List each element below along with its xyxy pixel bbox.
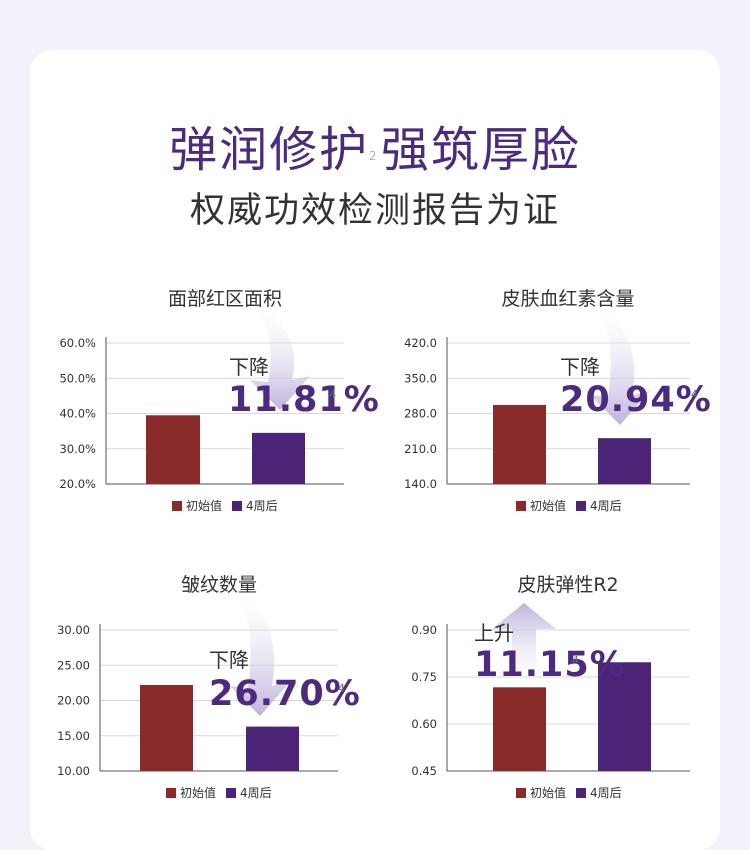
y-tick-label: 60.0% — [59, 336, 96, 350]
legend-swatch-after — [226, 788, 236, 798]
y-tick-label: 140.0 — [404, 477, 437, 491]
y-tick-label: 0.45 — [411, 764, 437, 778]
chart-title: 皮肤血红素含量 — [501, 288, 634, 310]
footnote-marker: 4 — [691, 388, 698, 401]
y-tick-label: 0.75 — [411, 670, 437, 684]
legend-swatch-after — [232, 501, 242, 511]
y-tick-label: 20.0% — [59, 477, 96, 491]
bar-after-4-weeks — [252, 432, 305, 484]
legend-label-after: 4周后 — [590, 786, 622, 800]
legend-label-initial: 初始值 — [186, 498, 222, 513]
y-tick-label: 280.0 — [404, 407, 437, 421]
y-tick-label: 420.0 — [404, 336, 437, 350]
change-direction-label: 下降 — [229, 355, 269, 379]
chart-title: 皱纹数量 — [181, 574, 257, 596]
y-tick-label: 210.0 — [404, 442, 437, 456]
headline-footnote: 2 — [369, 149, 377, 163]
change-percent: 11.81% — [228, 380, 380, 420]
y-tick-label: 25.00 — [57, 658, 90, 672]
legend-swatch-initial — [172, 501, 182, 511]
charts-area: 面部红区面积60.0%50.0%40.0%30.0%20.0%下降11.81%4… — [57, 288, 712, 800]
y-tick-label: 0.90 — [411, 623, 437, 637]
change-percent: 20.94% — [560, 380, 712, 420]
change-direction-label: 下降 — [560, 355, 600, 379]
chart-title: 面部红区面积 — [168, 288, 282, 310]
trend-arrow-down — [590, 300, 650, 425]
headline: 弹润修护2强筑厚脸 — [0, 118, 750, 182]
bar-after-4-weeks — [598, 438, 651, 484]
y-tick-label: 30.00 — [57, 623, 90, 637]
y-tick-label: 0.60 — [411, 717, 437, 731]
y-tick-label: 10.00 — [57, 764, 90, 778]
change-percent: 11.15% — [474, 645, 626, 685]
bar-initial — [140, 684, 193, 771]
headline-part1: 弹润修护 — [169, 122, 370, 178]
legend-label-after: 4周后 — [246, 499, 278, 513]
change-percent: 26.70% — [209, 674, 361, 714]
bar-initial — [146, 415, 200, 484]
y-tick-label: 350.0 — [404, 371, 437, 385]
change-direction-label: 下降 — [209, 648, 249, 672]
subheadline: 权威功效检测报告为证 — [189, 191, 560, 231]
trend-arrow-down — [230, 585, 290, 716]
trend-arrow-down — [250, 300, 310, 410]
legend-swatch-initial — [166, 788, 176, 798]
footnote-marker: 4 — [338, 682, 345, 695]
y-tick-label: 40.0% — [59, 407, 96, 421]
legend-swatch-after — [576, 788, 586, 798]
legend-label-initial: 初始值 — [180, 785, 216, 800]
headline-part2: 强筑厚脸 — [380, 122, 581, 178]
trend-arrow-up — [492, 603, 556, 690]
legend-label-initial: 初始值 — [530, 498, 566, 513]
bar-after-4-weeks — [598, 662, 651, 771]
y-tick-label: 20.00 — [57, 694, 90, 708]
legend-label-after: 4周后 — [240, 786, 272, 800]
legend-swatch-initial — [516, 501, 526, 511]
footnote-marker: 4 — [572, 654, 579, 667]
bar-initial — [493, 404, 546, 484]
footnote-marker: 4 — [329, 388, 336, 401]
chart-title: 皮肤弹性R2 — [517, 574, 618, 596]
legend-swatch-initial — [516, 788, 526, 798]
y-tick-label: 30.0% — [59, 442, 96, 456]
y-tick-label: 15.00 — [57, 729, 90, 743]
legend-swatch-after — [576, 501, 586, 511]
legend-label-after: 4周后 — [590, 499, 622, 513]
bar-initial — [493, 687, 546, 771]
change-direction-label: 上升 — [474, 621, 514, 645]
bar-after-4-weeks — [246, 726, 299, 771]
legend-label-initial: 初始值 — [530, 785, 566, 800]
y-tick-label: 50.0% — [59, 371, 96, 385]
